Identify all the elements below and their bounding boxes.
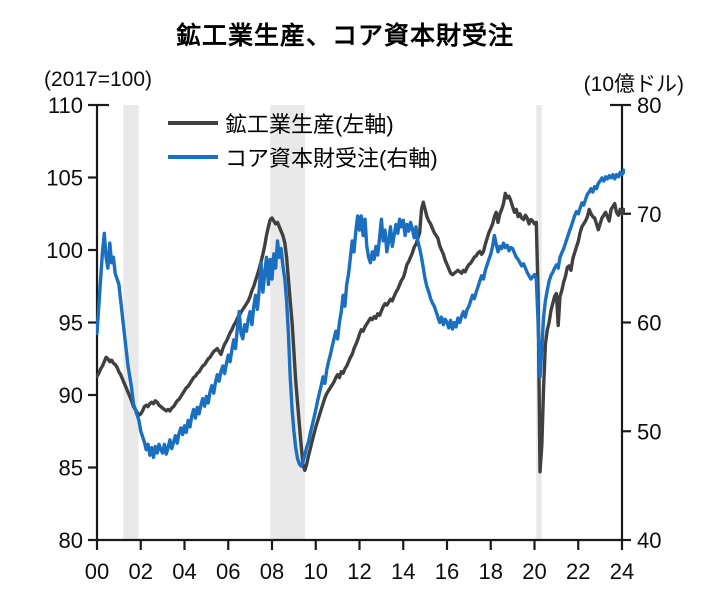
legend-label-industrial-production: 鉱工業生産(左軸) [225,112,394,137]
chart-title: 鉱工業生産、コア資本財受注 [175,22,514,50]
x-axis-tick-label: 12 [347,559,371,584]
right-axis-tick-label: 50 [637,419,661,444]
x-axis-tick-label: 22 [566,559,590,584]
x-axis-tick-label: 02 [129,559,153,584]
x-axis-tick-label: 24 [610,559,634,584]
x-axis-tick-label: 16 [435,559,459,584]
x-axis-tick-label: 14 [391,559,415,584]
legend-item-industrial-production: 鉱工業生産(左軸) [168,106,438,140]
right-axis-tick-label: 60 [637,311,661,336]
legend-item-core-capital-goods: コア資本財受注(右軸) [168,140,438,174]
x-axis-tick-label: 08 [260,559,284,584]
right-axis-tick-label: 70 [637,202,661,227]
x-axis-tick-label: 06 [216,559,240,584]
legend-label-core-capital-goods: コア資本財受注(右軸) [225,146,438,171]
left-axis-tick-label: 80 [59,528,83,553]
x-axis-tick-label: 20 [522,559,546,584]
chart-line-industrial-production [96,191,625,474]
left-axis-unit-label: (2017=100) [44,68,153,91]
left-axis-tick-label: 95 [59,311,83,336]
left-axis-tick-label: 105 [46,166,83,191]
x-axis-tick-label: 18 [479,559,503,584]
left-axis-tick-label: 90 [59,383,83,408]
industrial-production-line-swatch [168,121,218,125]
left-axis-tick-label: 100 [46,238,83,263]
recession-band [123,105,139,540]
right-axis-tick-label: 40 [637,528,661,553]
chart-legend: 鉱工業生産(左軸) コア資本財受注(右軸) [168,106,438,174]
core-capital-goods-line-swatch [168,155,218,159]
left-axis-tick-label: 110 [48,93,83,118]
chart-line-core-capital-goods [96,168,625,468]
x-axis-tick-label: 00 [85,559,109,584]
x-axis-tick-label: 10 [304,559,328,584]
right-axis-unit-label: (10億ドル) [583,73,684,96]
right-axis-tick-label: 80 [637,93,661,118]
left-axis-tick-label: 85 [59,456,83,481]
x-axis-tick-label: 04 [172,559,196,584]
